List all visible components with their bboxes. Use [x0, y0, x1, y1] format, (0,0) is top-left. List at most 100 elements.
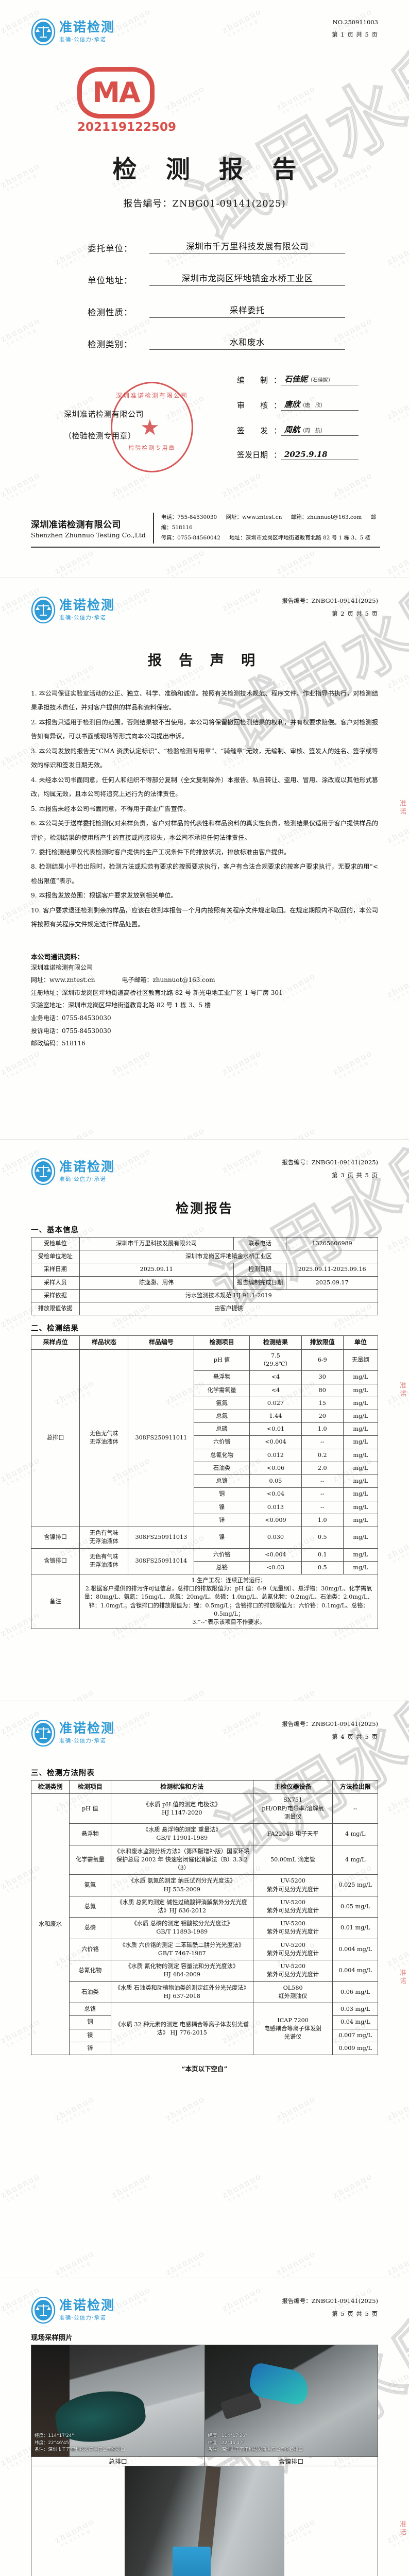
field-label: 检测性质：	[88, 308, 133, 317]
cell-detection-limit: 0.03 mg/L	[332, 2003, 378, 2016]
cell-phone: 13265606989	[286, 1236, 378, 1251]
seal-arc-bottom-text: 检验检测专用章	[128, 445, 176, 451]
cell-detection-limit: 0.06 mg/L	[332, 1981, 378, 2004]
col-header-point: 采样点位	[30, 1335, 80, 1350]
table-row: 受检单位 深圳市千万里科技发展有限公司 联系电话 13265606989	[31, 1236, 378, 1251]
brand-name: 准诺检测	[59, 1721, 115, 1736]
cell-detection-limit: 0.007 mg/L	[332, 2028, 378, 2042]
cell-detection-limit: 0.04 mg/L	[332, 2015, 378, 2029]
cell-report-date: 2025.09.17	[286, 1276, 378, 1290]
report-number: 报告编号：ZNBG01-09141(2025)	[282, 1720, 378, 1727]
signature-label: 编 制	[237, 375, 281, 385]
table-row: 含镍排口 无色有气味 无浮油液体 308FS250911013 镍 0.030 …	[30, 1527, 379, 1549]
cell-item: 六价铬	[194, 1548, 250, 1562]
brand-logo: 准诺检测 准确·公信力·承诺	[31, 19, 115, 45]
page-number: 第 1 页 共 5 页	[332, 31, 378, 38]
cell-result: <0.004	[249, 1435, 302, 1449]
field-row: 检测性质： 采样委托	[88, 303, 378, 318]
signature-printed-name: 石佳妮	[313, 378, 329, 383]
cell-detection-limit: 0.05 mg/L	[332, 1895, 378, 1918]
cell-detection-limit: 0.01 mg/L	[332, 1917, 378, 1939]
note-item: 2. 本报告只适用于检测目的范围，否则结果被不当使用，本公司将保留撤回检测结果的…	[31, 718, 378, 740]
cell-item: 六价铬	[69, 1938, 111, 1961]
issue-date-label: 签发日期	[237, 449, 281, 460]
cell-detection-limit: --	[332, 1793, 378, 1824]
page-blank-note: “本页以下空白”	[181, 2065, 228, 2073]
cell-item: 氨氮	[194, 1396, 250, 1410]
cell-result: <0.03	[249, 1561, 302, 1575]
cell-standard: 《水质 氨氮的测定 纳氏试剂分光光度法》 HJ 535-2009	[110, 1874, 253, 1896]
cell-sample-number: 308FS250911011	[128, 1349, 195, 1528]
table-row: 锌 <0.009 1.0 mg/L	[31, 1513, 379, 1528]
table-row: 采样人员 陈逸灏、周伟 报告编制完成日期 2025.09.17	[31, 1276, 378, 1290]
cell-limit-basis: 由客户提供	[79, 1302, 379, 1316]
cell-limit: --	[301, 1487, 344, 1501]
brand-logo: 准诺检测 准确·公信力·承诺	[31, 1158, 115, 1185]
cell-limit: 0.2	[301, 1448, 344, 1462]
cell-limit: 0.1	[301, 1548, 344, 1562]
cell-item: 六价铬	[194, 1435, 250, 1449]
cell-label: 采样人员	[31, 1276, 80, 1290]
cell-label: 排放限值依据	[31, 1302, 80, 1316]
cell-client-address: 深圳市龙岗区坪地镇金水桥工业区	[79, 1250, 379, 1264]
page-methods: zhunnuo testing zhunnuo testing zhunnuo testi…	[0, 1701, 409, 2278]
cell-limit: --	[301, 1475, 344, 1488]
section-heading-results: 二、检测结果	[31, 1324, 79, 1333]
page-header: 准诺检测 准确·公信力·承诺 报告编号：ZNBG01-09141(2025) 第…	[31, 578, 378, 623]
signature-label: 签 发	[237, 425, 281, 436]
report-number: 报告编号：ZNBG01-09141(2025)	[282, 597, 378, 604]
statement-title: 报 告 声 明	[147, 653, 262, 669]
footer-address: 地址：深圳市龙岗区坪地街道教育北路 82 号 1 栋 3、5 楼	[229, 535, 371, 541]
signature-block: 编 制 石佳妮（石佳妮） 审 核 唐欣（唐 欣） 签 发 周航（周 航）	[237, 374, 378, 460]
seal-arc-top-text: 深圳准诺检测有限公司	[115, 392, 188, 399]
latitude-value: 22°46'47"	[221, 2440, 245, 2446]
cell-item: pH 值	[69, 1793, 111, 1824]
col-header-limit: 排放限值	[301, 1335, 344, 1350]
cell-unit: mg/L	[343, 1370, 379, 1384]
cover-fields: 委托单位： 深圳市千万里科技发展有限公司 单位地址： 深圳市龙岗区坪地镇金水桥工…	[88, 240, 378, 350]
issue-date-value: 2025.9.18	[281, 450, 359, 460]
cma-letters: MA	[92, 76, 141, 109]
cell-label: 采样日期	[31, 1263, 80, 1277]
contact-complaint-phone: 投诉电话：0755-84530030	[31, 1027, 111, 1035]
cell-instrument: UV-5200 紫外可见分光光度计	[252, 1895, 333, 1918]
page-cover: zhunnuo testing zhunnuo testing zhunnuo testi…	[0, 0, 409, 578]
cell-sample-state: 无色有气味 无浮油液体	[79, 1548, 129, 1575]
cell-sample-state: 无色有气味 无浮油液体	[79, 1527, 129, 1549]
signature-row: 审 核 唐欣（唐 欣）	[237, 399, 378, 411]
brand-name: 准诺检测	[59, 598, 115, 613]
cell-label: 采样依据	[31, 1289, 80, 1303]
photo-geotag: 经度：114°17'26" 纬度：22°46'47" 备注：深圳市千万里科技发展…	[208, 2433, 303, 2453]
table-header-row: 采样点位 样品状态 样品编号 检测项目 检测结果 排放限值 单位	[30, 1335, 379, 1350]
photo-geotag: 经度：114°17'24" 纬度：22°46'45" 备注：深圳市千万里科技发展…	[35, 2433, 125, 2453]
seal-purpose-line: （检验检测专用章）	[64, 431, 136, 440]
doc-number: NO.250911003	[332, 19, 378, 26]
brand-slogan: 准确·公信力·承诺	[59, 1737, 106, 1744]
cell-unit: mg/L	[343, 1500, 379, 1514]
cell-standard: 《水质 石油类和动植物油类的测定红外分光光度法》HJ 637-2018	[110, 1981, 253, 2004]
table-row: 含铬排口 无色有气味 无浮油液体 308FS250911014 六价铬 <0.0…	[30, 1548, 379, 1575]
contact-email: 电子邮箱：zhunnuot@163.com	[122, 976, 215, 984]
note-item: 9. 本报告发放范围：根据客户要求发放到相关单位。	[31, 892, 177, 900]
cell-result: 0.012	[249, 1448, 302, 1462]
col-header-instrument: 主检仪器设备	[252, 1780, 333, 1794]
cell-item: 镍	[69, 2028, 111, 2042]
cell-unit: mg/L	[343, 1487, 379, 1501]
cell-result: <4	[249, 1383, 302, 1397]
cell-item: 铜	[69, 2015, 111, 2029]
cell-instrument: OL580 红外测油仪	[252, 1981, 333, 2004]
note-item: 10. 客户要求退还检测剩余的样品，应该在收到本报告一个月内按照有关程序文件规定…	[31, 906, 378, 928]
photo-caption-nickel-outlet: 含镍排口	[204, 2456, 378, 2466]
